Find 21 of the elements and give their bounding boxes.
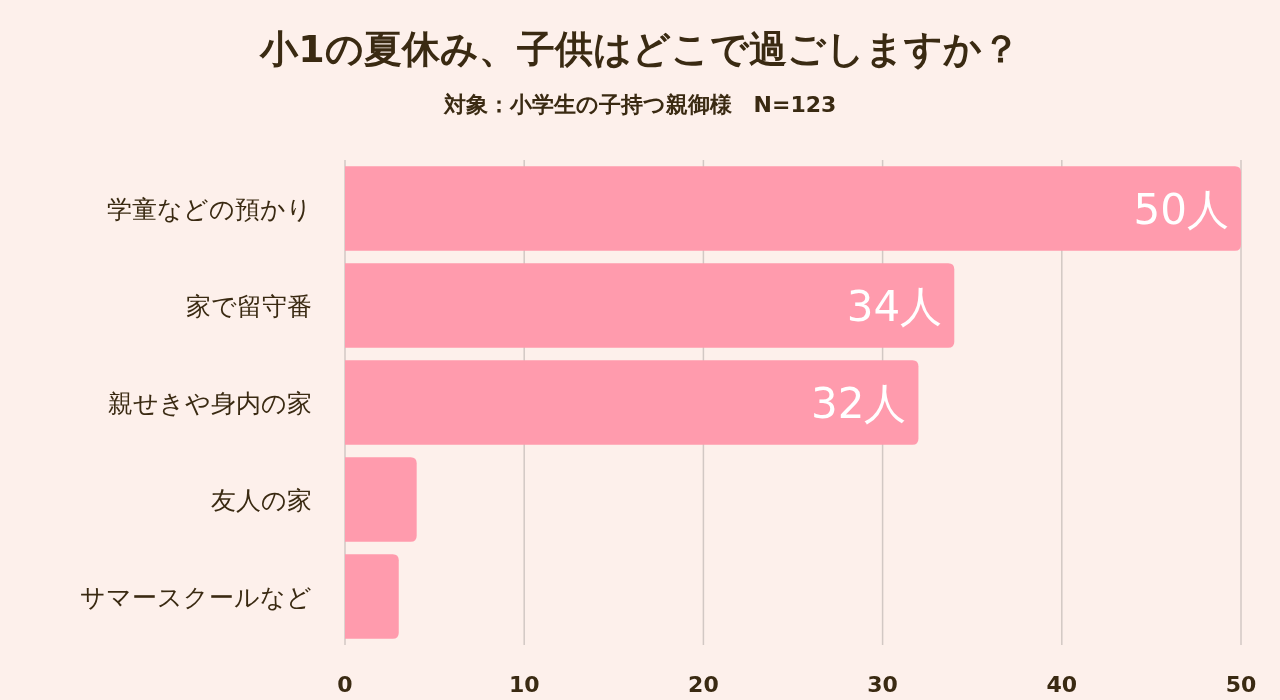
x-tick-label: 40 <box>1046 672 1078 697</box>
y-tick-label: 友人の家 <box>211 485 312 515</box>
x-tick-label: 20 <box>688 672 719 697</box>
y-tick-label: 家で留守番 <box>186 291 312 321</box>
x-tick-label: 0 <box>337 672 353 697</box>
bar <box>345 554 399 639</box>
x-tick-label: 30 <box>867 672 898 697</box>
data-label: 50人 <box>1133 184 1229 234</box>
x-tick-label: 10 <box>508 672 540 697</box>
chart-subtitle: 対象：小学生の子持つ親御様 N=123 <box>442 92 837 117</box>
x-tick-label: 50 <box>1225 672 1257 697</box>
bar <box>345 360 919 445</box>
y-tick-label: 学童などの預かり <box>107 194 312 224</box>
bar <box>345 166 1241 251</box>
y-tick-label: 親せきや身内の家 <box>108 388 312 418</box>
data-label: 34人 <box>846 281 943 331</box>
data-label: 32人 <box>810 378 907 428</box>
bar <box>345 457 417 542</box>
y-tick-label: サマースクールなど <box>80 582 312 612</box>
chart-title: 小1の夏休み、子供はどこで過ごしますか？ <box>259 27 1020 71</box>
bar <box>345 263 955 348</box>
